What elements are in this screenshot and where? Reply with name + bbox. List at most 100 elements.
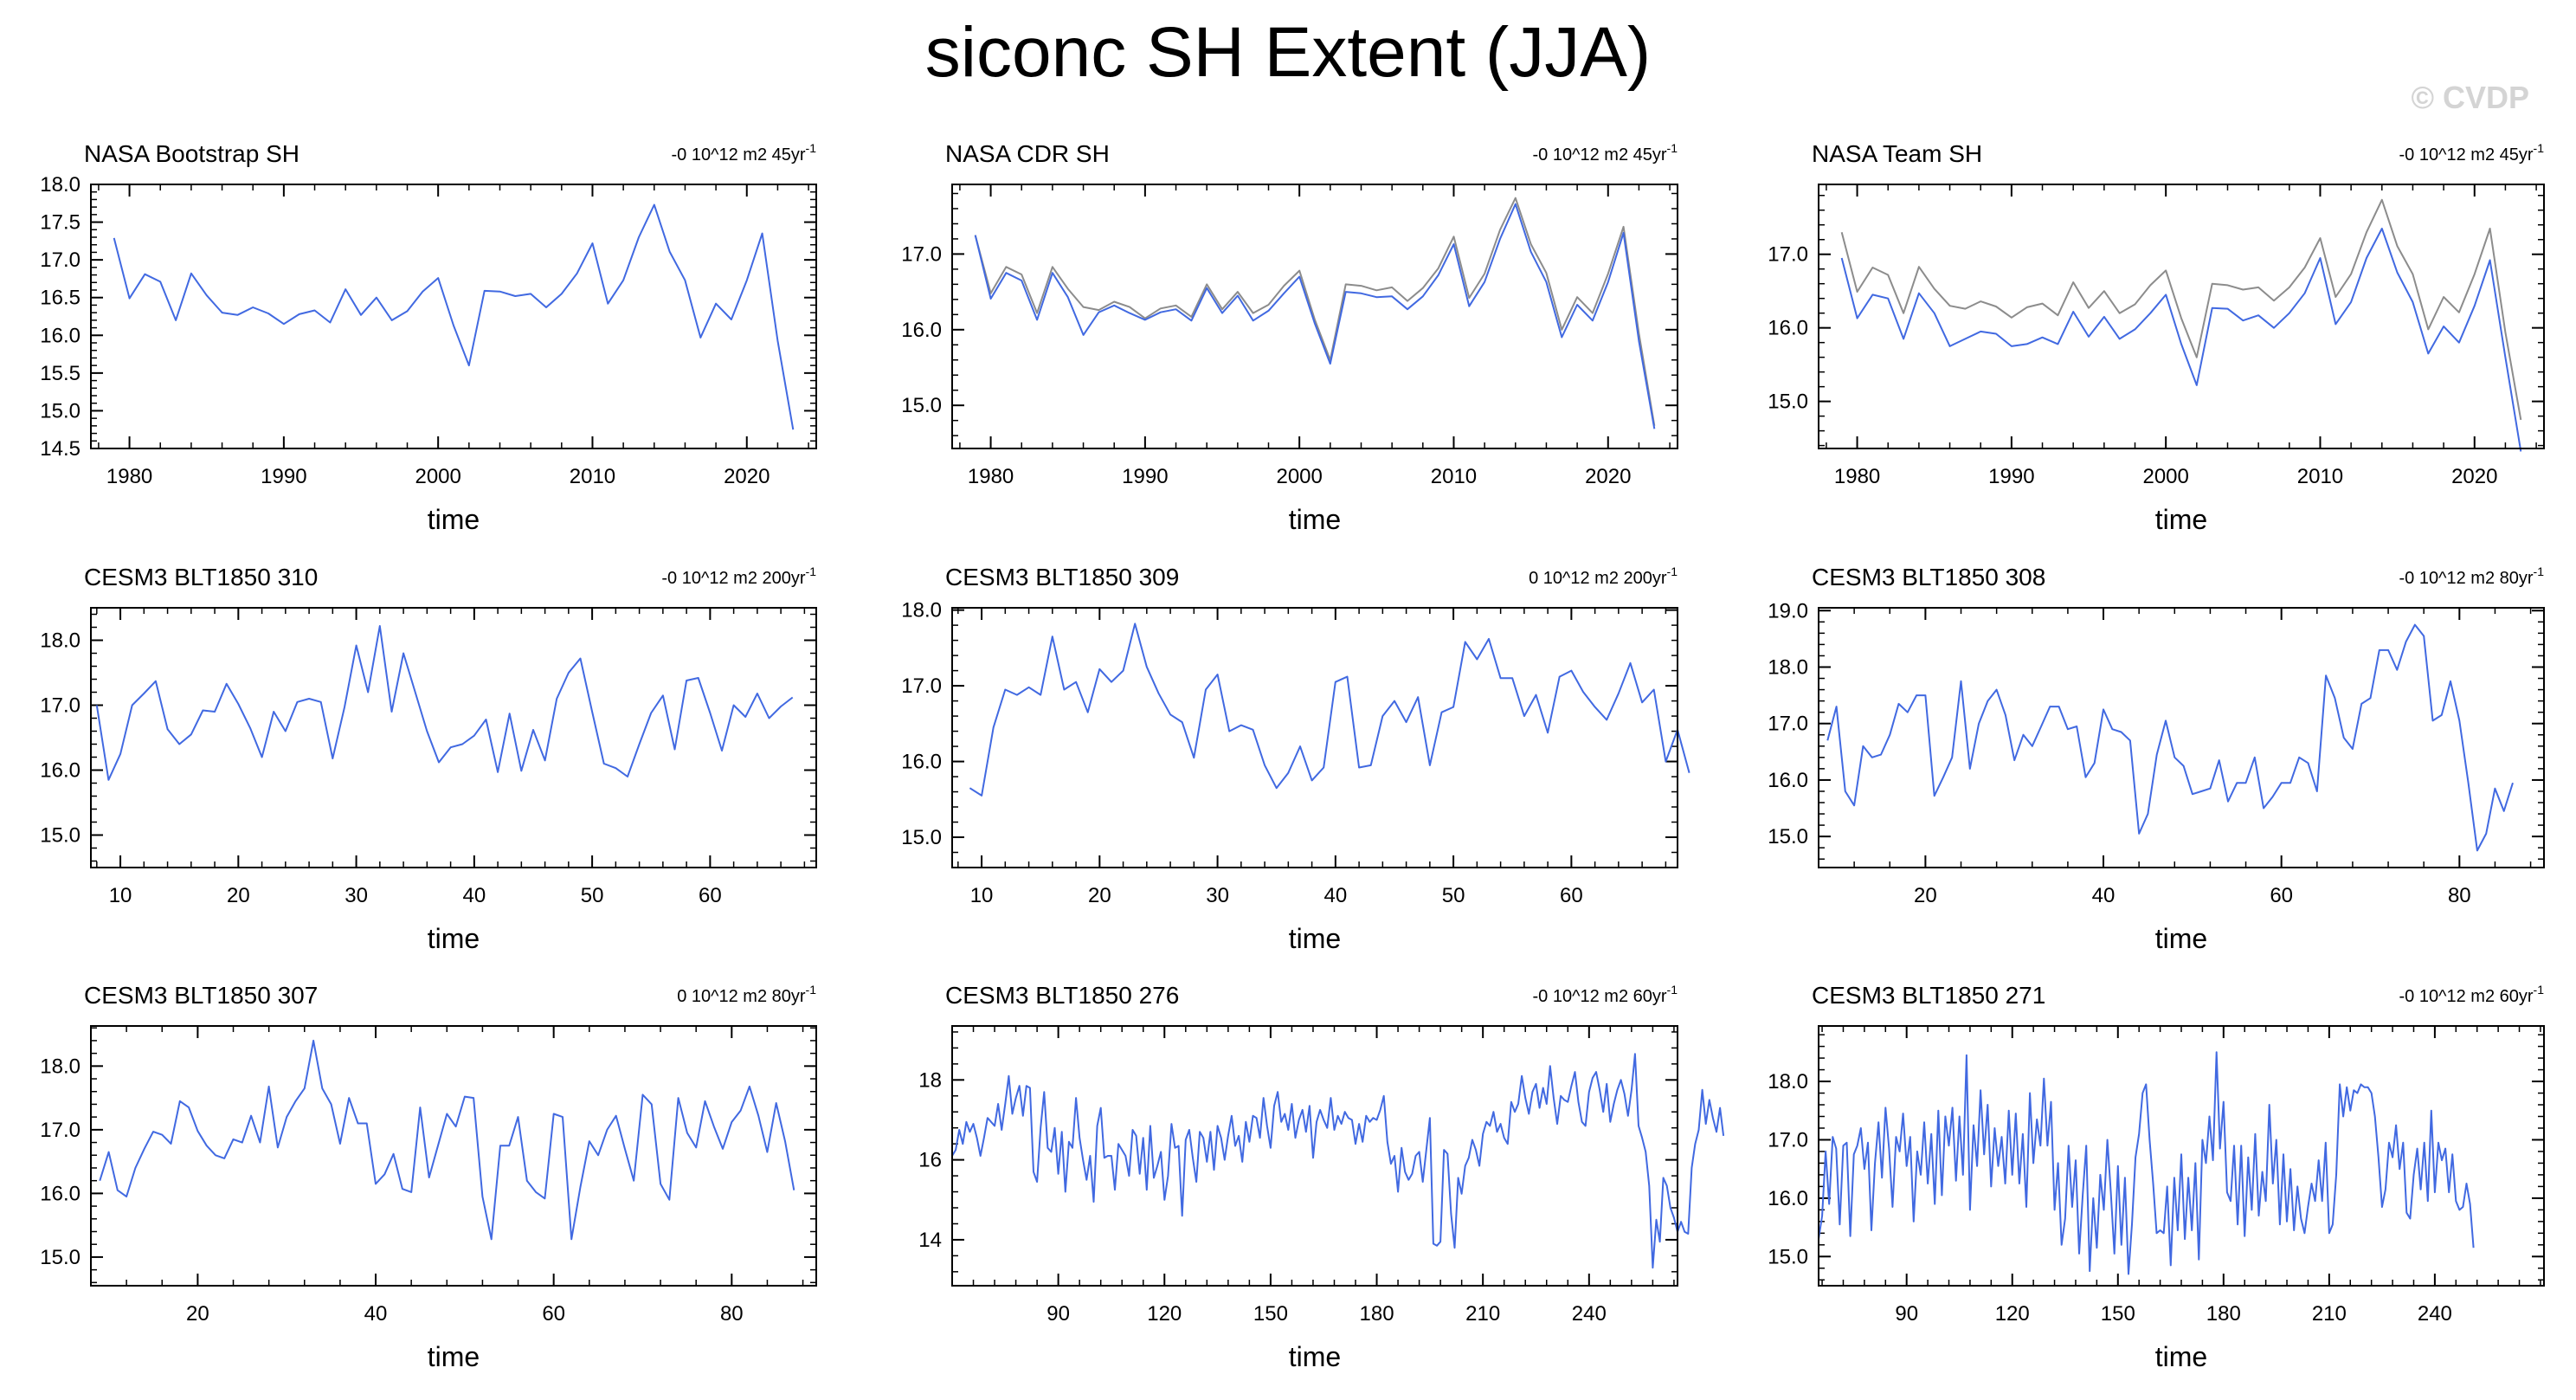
- y-tick-label: 18.0: [40, 629, 80, 653]
- trend-label: -0 10^12 m2 80yr-1: [2399, 565, 2545, 588]
- series-line: [951, 1053, 1725, 1269]
- y-tick-label: 16: [918, 1149, 942, 1172]
- x-tick-label: 50: [581, 884, 604, 907]
- x-tick-label: 150: [1253, 1302, 1288, 1326]
- panel-title: CESM3 BLT1850 308: [1812, 564, 2045, 590]
- x-tick-label: 80: [720, 1302, 744, 1326]
- plot-frame: [951, 184, 1678, 449]
- y-tick-label: 15.0: [1768, 390, 1808, 414]
- y-tick-label: 18: [918, 1068, 942, 1092]
- trend-label: -0 10^12 m2 45yr-1: [672, 141, 817, 165]
- trend-label: -0 10^12 m2 45yr-1: [2399, 141, 2545, 165]
- x-axis-label: time: [2155, 923, 2207, 954]
- y-tick-label: 18.0: [1768, 1070, 1808, 1094]
- y-tick-label: 19.0: [1768, 599, 1808, 623]
- y-tick-label: 14.5: [40, 437, 80, 461]
- x-tick-label: 60: [699, 884, 722, 907]
- chart-panel: 1980 1990 2000 2010 2020 15.0 16.0 17.0 NASA Tea…: [1768, 140, 2545, 535]
- x-tick-label: 210: [2312, 1302, 2347, 1326]
- main-title: siconc SH Extent (JJA): [924, 13, 1652, 92]
- plot-frame: [951, 1025, 1678, 1287]
- x-tick-label: 240: [1572, 1302, 1607, 1326]
- x-tick-label: 20: [1088, 884, 1111, 907]
- y-tick-label: 14: [918, 1229, 942, 1252]
- y-tick-label: 15.0: [40, 824, 80, 848]
- series-line: [974, 197, 1656, 426]
- minor-ticks: [1819, 184, 2544, 448]
- series-line: [969, 623, 1690, 797]
- series-line: [113, 203, 795, 430]
- y-tick-label: 17.0: [40, 694, 80, 718]
- y-tick-label: 16.0: [40, 759, 80, 783]
- trend-label: 0 10^12 m2 80yr-1: [677, 983, 816, 1006]
- y-tick-label: 18.0: [40, 173, 80, 197]
- series-line: [99, 1039, 795, 1241]
- y-tick-label: 15.0: [901, 394, 942, 417]
- panel-title: NASA Bootstrap SH: [84, 140, 299, 167]
- x-tick-label: 40: [462, 884, 486, 907]
- x-tick-label: 180: [2206, 1302, 2241, 1326]
- y-tick-label: 15.0: [1768, 1245, 1808, 1268]
- series-line: [1840, 228, 2522, 452]
- y-tick-label: 18.0: [40, 1055, 80, 1078]
- x-tick-label: 2020: [724, 465, 770, 488]
- minor-ticks: [1818, 608, 2544, 868]
- x-tick-label: 1980: [1834, 465, 1880, 488]
- x-tick-label: 50: [1442, 884, 1465, 907]
- minor-ticks: [91, 608, 816, 868]
- plot-frame: [90, 184, 817, 449]
- x-axis-label: time: [2155, 1341, 2207, 1372]
- x-axis-label: time: [1289, 1341, 1341, 1372]
- x-tick-label: 1980: [968, 465, 1014, 488]
- x-tick-label: 210: [1465, 1302, 1500, 1326]
- x-tick-label: 180: [1360, 1302, 1394, 1326]
- x-tick-label: 2020: [1585, 465, 1631, 488]
- x-axis-label: time: [428, 1341, 480, 1372]
- x-axis-label: time: [1289, 923, 1341, 954]
- plot-frame: [1818, 607, 2545, 868]
- y-tick-label: 16.0: [40, 1182, 80, 1205]
- x-tick-label: 120: [1995, 1302, 2030, 1326]
- series-line: [1840, 198, 2522, 421]
- x-tick-label: 20: [227, 884, 250, 907]
- y-tick-label: 17.0: [40, 1119, 80, 1142]
- y-tick-label: 17.5: [40, 211, 80, 235]
- y-tick-label: 15.0: [901, 826, 942, 849]
- x-axis-label: time: [2155, 504, 2207, 535]
- series-line: [1826, 623, 2514, 852]
- y-tick-label: 17.0: [40, 248, 80, 272]
- y-tick-label: 16.0: [40, 324, 80, 347]
- x-tick-label: 40: [364, 1302, 388, 1326]
- trend-label: -0 10^12 m2 60yr-1: [1533, 983, 1678, 1006]
- x-tick-label: 30: [1206, 884, 1229, 907]
- plot-frame: [1818, 1025, 2545, 1287]
- x-axis-label: time: [428, 923, 480, 954]
- y-tick-label: 16.0: [1768, 317, 1808, 340]
- x-tick-label: 1980: [106, 465, 152, 488]
- x-tick-label: 30: [345, 884, 368, 907]
- x-tick-label: 1990: [1988, 465, 2034, 488]
- y-tick-label: 16.0: [1768, 1187, 1808, 1210]
- panel-title: NASA CDR SH: [945, 140, 1110, 167]
- x-tick-label: 240: [2418, 1302, 2452, 1326]
- x-tick-label: 2010: [570, 465, 615, 488]
- x-tick-label: 2010: [1431, 465, 1477, 488]
- y-tick-label: 16.0: [1768, 769, 1808, 792]
- x-tick-label: 2010: [2297, 465, 2343, 488]
- y-tick-label: 17.0: [1768, 713, 1808, 736]
- y-tick-label: 17.0: [1768, 243, 1808, 267]
- x-tick-label: 10: [109, 884, 132, 907]
- x-tick-label: 40: [2092, 884, 2116, 907]
- minor-ticks: [951, 1026, 1678, 1286]
- x-tick-label: 20: [1914, 884, 1937, 907]
- minor-ticks: [91, 184, 816, 449]
- panel-title: NASA Team SH: [1812, 140, 1982, 167]
- plot-frame: [951, 607, 1678, 868]
- minor-ticks: [90, 1026, 816, 1286]
- y-tick-label: 16.0: [901, 751, 942, 774]
- y-tick-label: 17.0: [901, 674, 942, 698]
- x-tick-label: 120: [1147, 1302, 1182, 1326]
